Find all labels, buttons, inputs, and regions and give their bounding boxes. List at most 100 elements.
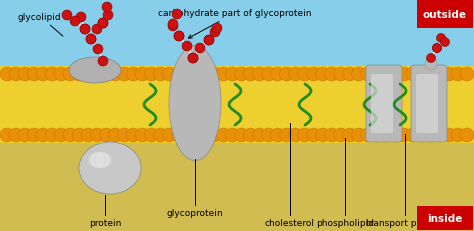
Circle shape — [80, 25, 90, 35]
Circle shape — [460, 68, 474, 82]
Circle shape — [440, 38, 449, 47]
Circle shape — [432, 44, 441, 53]
Circle shape — [172, 68, 185, 82]
Circle shape — [153, 128, 167, 142]
Circle shape — [424, 128, 438, 142]
Circle shape — [90, 68, 104, 82]
Circle shape — [316, 68, 330, 82]
Circle shape — [72, 68, 86, 82]
Circle shape — [451, 68, 465, 82]
Circle shape — [226, 68, 239, 82]
FancyBboxPatch shape — [371, 75, 393, 134]
Circle shape — [99, 128, 113, 142]
Circle shape — [172, 10, 182, 20]
Circle shape — [253, 68, 266, 82]
Circle shape — [195, 44, 205, 54]
Ellipse shape — [169, 46, 221, 161]
Circle shape — [27, 68, 41, 82]
FancyBboxPatch shape — [416, 75, 438, 134]
Circle shape — [18, 128, 32, 142]
Circle shape — [217, 68, 230, 82]
Circle shape — [199, 128, 212, 142]
Circle shape — [99, 68, 113, 82]
Ellipse shape — [89, 152, 111, 168]
Circle shape — [343, 68, 357, 82]
Circle shape — [144, 128, 158, 142]
Circle shape — [415, 128, 429, 142]
Circle shape — [0, 68, 14, 82]
Circle shape — [424, 68, 438, 82]
Circle shape — [235, 128, 248, 142]
Ellipse shape — [69, 58, 121, 84]
Circle shape — [451, 128, 465, 142]
Circle shape — [217, 128, 230, 142]
Circle shape — [289, 128, 302, 142]
Text: glycoprotein: glycoprotein — [167, 209, 223, 218]
Circle shape — [361, 128, 375, 142]
Circle shape — [92, 25, 102, 35]
Circle shape — [36, 68, 50, 82]
FancyBboxPatch shape — [366, 66, 402, 142]
Circle shape — [406, 128, 420, 142]
Circle shape — [188, 54, 198, 64]
Circle shape — [427, 54, 436, 63]
Circle shape — [361, 68, 375, 82]
Circle shape — [442, 68, 456, 82]
Circle shape — [117, 68, 131, 82]
Circle shape — [425, 59, 437, 71]
Circle shape — [81, 128, 95, 142]
Circle shape — [9, 128, 23, 142]
FancyBboxPatch shape — [417, 206, 473, 230]
Circle shape — [36, 128, 50, 142]
Circle shape — [325, 68, 339, 82]
Circle shape — [397, 68, 411, 82]
Circle shape — [90, 128, 104, 142]
Circle shape — [62, 11, 72, 21]
Circle shape — [316, 128, 330, 142]
Circle shape — [204, 36, 214, 46]
Circle shape — [172, 128, 185, 142]
Circle shape — [70, 17, 80, 27]
Circle shape — [262, 128, 275, 142]
Circle shape — [271, 68, 284, 82]
Circle shape — [54, 68, 68, 82]
Circle shape — [262, 68, 275, 82]
Circle shape — [98, 57, 108, 67]
Circle shape — [45, 68, 59, 82]
Circle shape — [244, 68, 257, 82]
Circle shape — [210, 28, 220, 38]
Circle shape — [108, 128, 122, 142]
Circle shape — [72, 128, 86, 142]
Circle shape — [174, 32, 184, 42]
Circle shape — [370, 68, 384, 82]
Bar — [0, 143, 474, 231]
Circle shape — [117, 128, 131, 142]
Circle shape — [388, 68, 402, 82]
Circle shape — [280, 128, 293, 142]
Circle shape — [415, 68, 429, 82]
Circle shape — [208, 68, 221, 82]
Circle shape — [93, 45, 103, 55]
Circle shape — [379, 128, 393, 142]
Circle shape — [80, 25, 90, 35]
FancyBboxPatch shape — [411, 66, 447, 142]
Text: inside: inside — [428, 213, 463, 223]
Circle shape — [126, 68, 140, 82]
Circle shape — [244, 128, 257, 142]
Circle shape — [289, 68, 302, 82]
Text: carbohydrate part of glycoprotein: carbohydrate part of glycoprotein — [158, 9, 312, 39]
Circle shape — [9, 68, 23, 82]
Circle shape — [190, 128, 203, 142]
Circle shape — [86, 35, 96, 45]
Circle shape — [163, 128, 176, 142]
Circle shape — [212, 24, 222, 34]
Circle shape — [168, 22, 178, 32]
Circle shape — [188, 54, 198, 64]
Circle shape — [102, 3, 112, 13]
Circle shape — [204, 36, 214, 46]
Circle shape — [63, 68, 77, 82]
Circle shape — [208, 128, 221, 142]
Circle shape — [271, 128, 284, 142]
Circle shape — [307, 128, 321, 142]
Circle shape — [126, 128, 140, 142]
